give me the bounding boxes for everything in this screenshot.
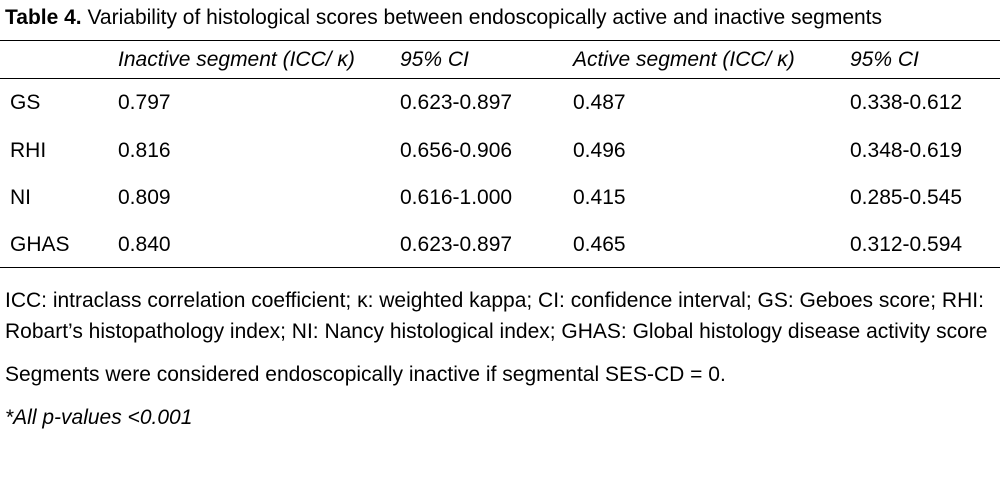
header-active-ci: 95% CI xyxy=(850,47,919,71)
header-inactive-ci: 95% CI xyxy=(400,47,469,71)
cell-active-ci: 0.338-0.612 xyxy=(850,90,963,114)
inactive-definition-note: Segments were considered endoscopically … xyxy=(5,363,726,386)
table-row: GHAS 0.840 0.623-0.897 0.465 0.312-0.594 xyxy=(0,221,1000,268)
cell-active-ci: 0.348-0.619 xyxy=(850,138,963,162)
table-header-row: Inactive segment (ICC/ κ) 95% CI Active … xyxy=(0,41,1000,78)
cell-inactive-icc: 0.809 xyxy=(118,185,171,209)
row-score-name: GS xyxy=(10,90,41,114)
scores-table: Inactive segment (ICC/ κ) 95% CI Active … xyxy=(0,41,1000,268)
row-score-name: GHAS xyxy=(10,232,70,256)
abbreviations-note: ICC: intraclass correlation coefficient;… xyxy=(5,289,988,343)
cell-inactive-icc: 0.840 xyxy=(118,232,171,256)
header-score-name xyxy=(0,41,118,78)
table-row: GS 0.797 0.623-0.897 0.487 0.338-0.612 xyxy=(0,78,1000,127)
row-score-name: NI xyxy=(10,185,31,209)
cell-active-ci: 0.312-0.594 xyxy=(850,232,963,256)
cell-inactive-ci: 0.616-1.000 xyxy=(400,185,513,209)
cell-active-icc: 0.496 xyxy=(573,138,626,162)
table-row: NI 0.809 0.616-1.000 0.415 0.285-0.545 xyxy=(0,174,1000,221)
table-row: RHI 0.816 0.656-0.906 0.496 0.348-0.619 xyxy=(0,127,1000,174)
table-caption: Table 4. Variability of histological sco… xyxy=(5,4,882,32)
cell-inactive-icc: 0.797 xyxy=(118,90,171,114)
cell-inactive-ci: 0.623-0.897 xyxy=(400,232,513,256)
cell-inactive-ci: 0.656-0.906 xyxy=(400,138,513,162)
table-caption-text: Variability of histological scores betwe… xyxy=(81,6,883,29)
cell-active-icc: 0.487 xyxy=(573,90,626,114)
table-caption-label: Table 4. xyxy=(5,6,82,29)
header-inactive-segment: Inactive segment (ICC/ κ) xyxy=(118,47,355,71)
header-active-segment: Active segment (ICC/ κ) xyxy=(573,47,795,71)
cell-inactive-icc: 0.816 xyxy=(118,138,171,162)
table-bottom-rule xyxy=(0,267,1000,268)
table-top-rule xyxy=(0,40,1000,41)
cell-inactive-ci: 0.623-0.897 xyxy=(400,90,513,114)
cell-active-icc: 0.415 xyxy=(573,185,626,209)
table-header-rule xyxy=(0,78,1000,79)
table-footnotes: ICC: intraclass correlation coefficient;… xyxy=(5,285,995,433)
cell-active-ci: 0.285-0.545 xyxy=(850,185,963,209)
row-score-name: RHI xyxy=(10,138,47,162)
cell-active-icc: 0.465 xyxy=(573,232,626,256)
p-value-note: *All p-values <0.001 xyxy=(5,406,193,429)
